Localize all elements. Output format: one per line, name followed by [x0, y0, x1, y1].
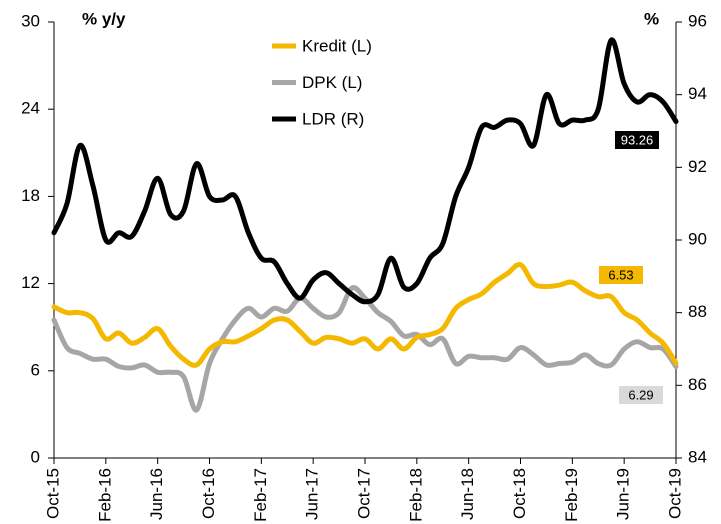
y2-tick-label: 96: [688, 11, 707, 30]
legend-label: DPK (L): [302, 73, 362, 92]
x-tick-label: Feb-18: [406, 468, 425, 522]
x-tick-label: Jun-17: [303, 468, 322, 520]
x-tick-label: Oct-15: [43, 468, 62, 519]
y2-tick-label: 90: [688, 229, 707, 248]
x-tick-label: Oct-17: [354, 468, 373, 519]
x-tick-label: Oct-19: [665, 468, 684, 519]
data-label: 6.29: [628, 387, 653, 402]
legend-label: LDR (R): [302, 109, 364, 128]
y2-tick-label: 94: [688, 84, 707, 103]
series-line: [51, 285, 679, 413]
y-tick-label: 24: [21, 99, 40, 118]
y2-tick-label: 88: [688, 302, 707, 321]
y-axis-title: % y/y: [82, 9, 126, 28]
x-tick-label: Oct-16: [199, 468, 218, 519]
data-label-box: [599, 266, 643, 284]
x-tick-label: Feb-17: [251, 468, 270, 522]
y2-tick-label: 92: [688, 157, 707, 176]
y2-axis-title: %: [644, 9, 659, 28]
data-label: 93.26: [621, 132, 654, 147]
y-tick-label: 18: [21, 186, 40, 205]
x-tick-label: Jun-19: [614, 468, 633, 520]
y2-tick-label: 86: [688, 375, 707, 394]
y2-tick-label: 84: [688, 447, 707, 466]
data-label: 6.53: [608, 267, 633, 282]
y-tick-label: 12: [21, 273, 40, 292]
legend-label: Kredit (L): [302, 36, 372, 55]
data-label-box: [615, 131, 659, 149]
x-tick-label: Feb-16: [95, 468, 114, 522]
series-line: [51, 37, 679, 305]
series-line: [51, 261, 679, 368]
y-tick-label: 0: [31, 447, 40, 466]
x-tick-label: Oct-18: [510, 468, 529, 519]
y-tick-label: 30: [21, 11, 40, 30]
y-tick-label: 6: [31, 360, 40, 379]
x-tick-label: Feb-19: [562, 468, 581, 522]
x-tick-label: Jun-16: [147, 468, 166, 520]
x-tick-label: Jun-18: [458, 468, 477, 520]
data-label-box: [619, 386, 663, 404]
